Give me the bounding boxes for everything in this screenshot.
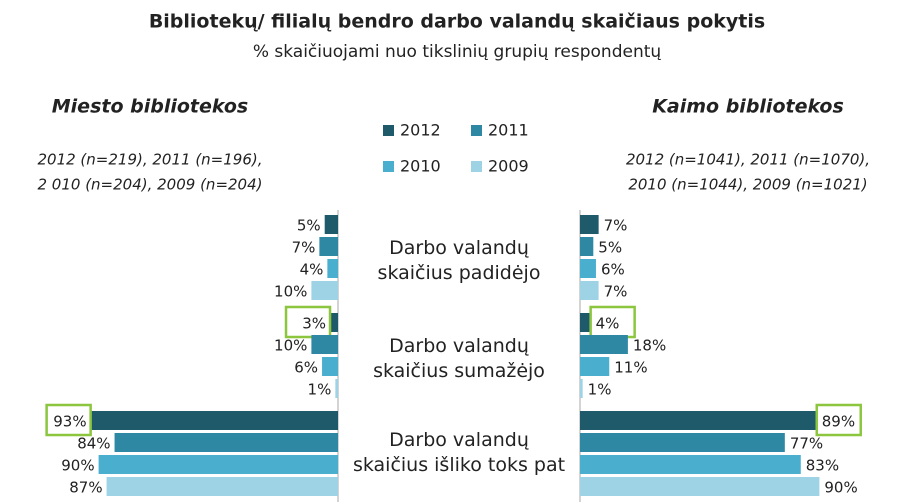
value-label: 10% xyxy=(274,283,307,301)
value-label: 77% xyxy=(790,435,823,453)
bar xyxy=(311,281,338,300)
value-label: 84% xyxy=(77,435,110,453)
bar xyxy=(580,379,583,398)
value-label: 5% xyxy=(598,239,622,257)
bar xyxy=(311,335,338,354)
bar xyxy=(580,237,594,256)
value-label: 4% xyxy=(596,315,620,333)
bar xyxy=(580,433,785,452)
highlight-box xyxy=(815,403,862,437)
legend-swatch xyxy=(383,125,394,136)
bar xyxy=(580,335,628,354)
bar xyxy=(335,379,338,398)
value-label: 7% xyxy=(604,217,628,235)
legend-swatch xyxy=(471,125,482,136)
bar xyxy=(90,411,339,430)
bar xyxy=(580,215,599,234)
legend-label: 2009 xyxy=(488,157,529,176)
value-label: 11% xyxy=(614,359,647,377)
value-label: 3% xyxy=(302,315,326,333)
category-label: Darbo valandų skaičius padidėjo xyxy=(377,237,541,284)
value-label: 87% xyxy=(69,479,102,497)
value-label: 10% xyxy=(274,337,307,355)
bar xyxy=(319,237,338,256)
highlight-box xyxy=(45,403,92,437)
bar xyxy=(114,433,338,452)
bar xyxy=(580,455,801,474)
value-label: 93% xyxy=(53,413,86,431)
bar xyxy=(98,455,338,474)
bar xyxy=(580,313,591,332)
panel-note: 2012 (n=1041), 2011 (n=1070), xyxy=(626,151,870,169)
legend-swatch xyxy=(471,161,482,172)
value-label: 90% xyxy=(824,479,857,497)
value-label: 7% xyxy=(292,239,316,257)
bar xyxy=(106,477,338,496)
value-label: 89% xyxy=(822,413,855,431)
value-label: 1% xyxy=(308,381,332,399)
panel-note: 2 010 (n=204), 2009 (n=204) xyxy=(37,176,262,194)
value-label: 1% xyxy=(588,381,612,399)
category-label: Darbo valandų skaičius išliko toks pat xyxy=(352,429,566,476)
value-label: 5% xyxy=(297,217,321,235)
legend-label: 2011 xyxy=(488,121,529,140)
value-label: 18% xyxy=(633,337,666,355)
value-label: 83% xyxy=(806,457,839,475)
legend-label: 2012 xyxy=(400,121,441,140)
bar xyxy=(580,259,596,278)
bar xyxy=(327,259,338,278)
category-label: Darbo valandų skaičius sumažėjo xyxy=(373,335,545,382)
highlight-box xyxy=(284,305,332,339)
panel-note: 2012 (n=219), 2011 (n=196), xyxy=(37,151,262,169)
panel-note: 2010 (n=1044), 2009 (n=1021) xyxy=(628,176,867,194)
bar xyxy=(322,357,338,376)
value-label: 90% xyxy=(61,457,94,475)
bar xyxy=(324,215,338,234)
chart-title: Bibliotekų/ filialų bendro darbo valandų… xyxy=(149,11,765,33)
bar xyxy=(580,411,817,430)
bar xyxy=(580,357,610,376)
panel-title: Miesto bibliotekos xyxy=(52,96,248,118)
bar xyxy=(330,313,338,332)
legend-label: 2010 xyxy=(400,157,441,176)
legend-swatch xyxy=(383,161,394,172)
bar xyxy=(580,477,820,496)
bar xyxy=(580,281,599,300)
value-label: 7% xyxy=(604,283,628,301)
chart-subtitle: % skaičiuojami nuo tikslinių grupių resp… xyxy=(253,42,662,62)
value-label: 6% xyxy=(294,359,318,377)
value-label: 4% xyxy=(300,261,324,279)
panel-title: Kaimo bibliotekos xyxy=(652,96,844,118)
value-label: 6% xyxy=(601,261,625,279)
